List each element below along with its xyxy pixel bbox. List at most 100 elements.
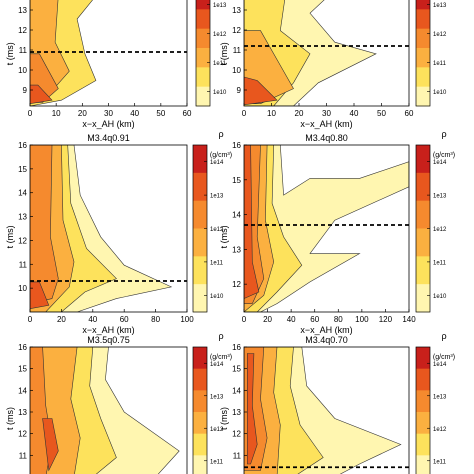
x-tick-label: 20 [78, 109, 87, 118]
chart-title: M3.5q0.75 [87, 335, 130, 345]
x-tick-label: 20 [295, 109, 304, 118]
colorbar-band [193, 200, 207, 229]
y-tick-label: 13 [18, 6, 27, 15]
x-tick-label: 30 [322, 109, 331, 118]
colorbar-tick-label: 1e13 [210, 394, 224, 400]
y-tick-label: 12 [18, 236, 27, 245]
y-axis-label: t (ms) [219, 407, 229, 430]
x-tick-label: 40 [88, 315, 97, 324]
colorbar-tick-label: 1e14 [433, 362, 447, 368]
x-tick-label: 100 [355, 315, 369, 324]
colorbar-band [416, 390, 430, 413]
colorbar-tick-label: 1e13 [433, 194, 447, 200]
colorbar-label: ρ [218, 331, 223, 341]
chart-title: M3.4q0.80 [305, 133, 348, 143]
colorbar-band [193, 390, 207, 413]
colorbar-band [193, 145, 207, 174]
x-tick-label: 140 [402, 315, 416, 324]
x-tick-label: 80 [334, 315, 343, 324]
colorbar-band [416, 228, 430, 257]
y-tick-label: 15 [232, 365, 241, 374]
y-tick-label: 13 [18, 408, 27, 417]
y-tick-label: 15 [232, 176, 241, 185]
x-tick-label: 20 [57, 315, 66, 324]
colorbar-band [196, 9, 210, 30]
colorbar-tick-label: 1e14 [210, 362, 224, 368]
y-tick-label: 9 [23, 86, 28, 95]
y-tick-label: 11 [233, 46, 242, 55]
y-axis-label: t (ms) [219, 225, 229, 248]
density-map [30, 347, 180, 474]
colorbar-band [416, 347, 430, 370]
x-tick-label: 120 [379, 315, 393, 324]
colorbar-band [196, 67, 210, 88]
y-tick-label: 15 [18, 165, 27, 174]
colorbar-tick-label: 1e14 [210, 160, 224, 166]
colorbar-band [416, 86, 430, 107]
y-tick-label: 13 [18, 213, 27, 222]
colorbar-label: ρ [441, 129, 446, 139]
colorbar: 1e13 1e12 1e11 1e10 [415, 0, 447, 107]
colorbar: 1e14 1e13 1e12 1e11 1e10 ρ (g/cm³) [192, 129, 232, 313]
y-tick-label: 16 [18, 141, 27, 150]
colorbar-band [416, 455, 430, 474]
x-tick-label: 20 [263, 315, 272, 324]
colorbar-tick-label: 1e11 [433, 61, 447, 67]
density-region-dark_orange [30, 281, 50, 310]
colorbar: 1e13 1e12 1e11 1e10 [195, 0, 227, 107]
density-region-orange [30, 145, 59, 304]
colorbar-unit: (g/cm³) [210, 354, 232, 361]
colorbar-tick-label: 1e11 [433, 260, 447, 266]
y-axis-label: t (ms) [5, 225, 15, 248]
colorbar-band [193, 256, 207, 285]
colorbar-tick-label: 1e11 [210, 260, 224, 266]
y-tick-label: 10 [18, 284, 27, 293]
density-region-dark_orange [244, 145, 260, 299]
y-tick-label: 11 [19, 260, 28, 269]
x-tick-label: 60 [405, 109, 414, 118]
y-tick-label: 14 [18, 189, 27, 198]
colorbar-band [193, 228, 207, 257]
colorbar-tick-label: 1e11 [433, 459, 447, 465]
colorbar-tick-label: 1e12 [433, 227, 447, 233]
colorbar-band [196, 86, 210, 107]
y-axis-label: t (ms) [219, 42, 229, 65]
panel-4: 12 13 14 15 16 0 20 40 60 80 100 120 140 x−x_AH (km) t… [219, 129, 455, 335]
colorbar-band [416, 284, 430, 313]
colorbar: 1e14 1e13 1e12 1e11 ρ (g/cm³) [192, 331, 232, 474]
colorbar-band [416, 48, 430, 68]
x-axis-label: x−x_AH (km) [300, 119, 352, 129]
y-tick-label: 11 [233, 451, 242, 460]
colorbar-tick-label: 1e11 [210, 459, 224, 465]
x-tick-label: 40 [350, 109, 359, 118]
colorbar-tick-label: 1e10 [433, 90, 447, 96]
colorbar-band [416, 368, 430, 391]
x-tick-label: 30 [104, 109, 113, 118]
density-map [244, 0, 377, 106]
colorbar-tick-label: 1e14 [433, 160, 447, 166]
density-map [244, 347, 402, 474]
colorbar-frame [192, 346, 208, 474]
x-tick-label: 60 [183, 109, 192, 118]
colorbar-band [196, 48, 210, 68]
colorbar-frame [415, 0, 431, 107]
chart-title: M3.4q0.91 [87, 133, 130, 143]
y-axis-label: t (ms) [5, 42, 15, 65]
y-tick-label: 12 [232, 280, 241, 289]
colorbar-unit: (g/cm³) [210, 152, 232, 159]
x-axis-label: x−x_AH (km) [300, 325, 352, 335]
colorbar-band [416, 0, 430, 10]
colorbar-unit: (g/cm³) [433, 152, 455, 159]
colorbar-tick-label: 1e10 [213, 90, 227, 96]
y-tick-label: 13 [232, 245, 241, 254]
colorbar-tick-label: 1e12 [433, 427, 447, 433]
colorbar-band [416, 200, 430, 229]
y-tick-label: 11 [19, 451, 28, 460]
colorbar-band [416, 28, 430, 49]
panel-3: 10 11 12 13 14 15 16 0 20 40 60 80 100 x−x_AH (km) t (… [5, 129, 232, 335]
y-tick-label: 13 [232, 6, 241, 15]
colorbar-tick-label: 1e12 [210, 427, 224, 433]
